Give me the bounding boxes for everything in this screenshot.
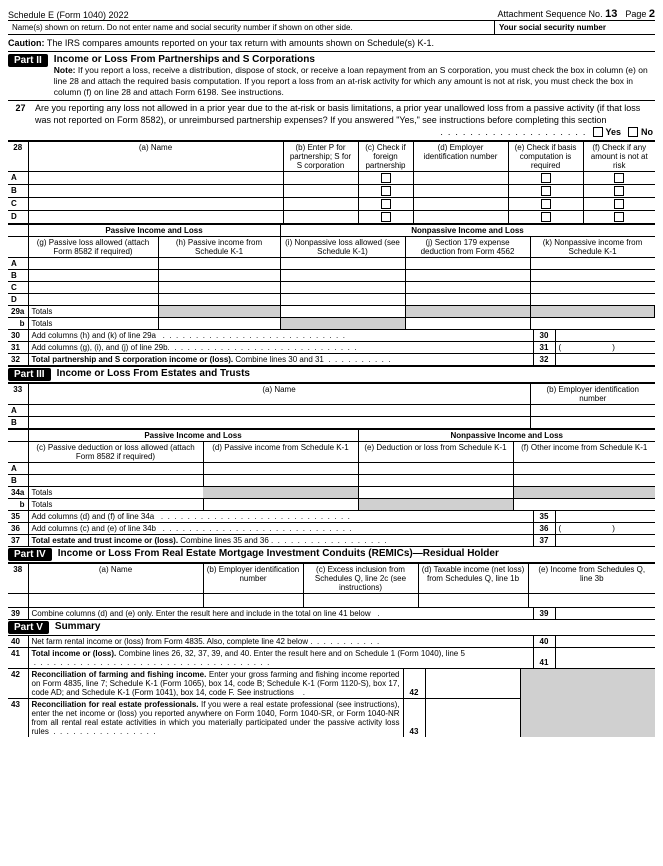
line27-yes-checkbox[interactable] <box>593 127 603 137</box>
line27-text: Are you reporting any loss not allowed i… <box>33 101 655 140</box>
line39: 39Combine columns (d) and (e) only. Ente… <box>8 608 655 620</box>
form-title: Schedule E (Form 1040) 2022 <box>8 10 498 20</box>
col-f-hdr: (f) Check if any amount is not at risk <box>583 142 655 172</box>
t28-a-c[interactable] <box>381 173 391 183</box>
part5-tag: Part V <box>8 621 49 634</box>
col-g: (g) Passive loss allowed (attach Form 85… <box>28 237 158 258</box>
t28-a-name[interactable] <box>28 172 283 185</box>
col-b-hdr: (b) Enter P for partnership; S for S cor… <box>283 142 358 172</box>
col-k: (k) Nonpassive income from Schedule K-1 <box>530 237 655 258</box>
part3-title: Income or Loss From Estates and Trusts <box>57 368 250 381</box>
line27-num: 27 <box>8 101 33 115</box>
page-num: Page 2 <box>625 8 655 20</box>
part5-title: Summary <box>55 621 101 634</box>
part3-tag: Part III <box>8 368 51 381</box>
t28-a-f[interactable] <box>614 173 624 183</box>
lines42-43: 42 Reconciliation of farming and fishing… <box>8 669 655 737</box>
ssn-label: Your social security number <box>495 21 655 34</box>
table33: 33(a) Name(b) Employer identification nu… <box>8 383 655 429</box>
lines40-43: 40Net farm rental income or (loss) from … <box>8 636 655 669</box>
col-i: (i) Nonpassive loss allowed (see Schedul… <box>280 237 405 258</box>
table28b: Passive Income and Loss Nonpassive Incom… <box>8 224 655 330</box>
part2-title: Income or Loss From Partnerships and S C… <box>54 54 655 65</box>
col-e-hdr: (e) Check if basis computation is requir… <box>508 142 583 172</box>
col-h: (h) Passive income from Schedule K-1 <box>158 237 280 258</box>
lines35-37: 35Add columns (d) and (f) of line 34a . … <box>8 511 655 547</box>
part2-note: Note: If you report a loss, receive a di… <box>54 65 655 98</box>
t28-a-e[interactable] <box>541 173 551 183</box>
part4-tag: Part IV <box>8 548 52 561</box>
col-j: (j) Section 179 expense deduction from F… <box>405 237 530 258</box>
line29a: 29aTotals <box>8 306 655 318</box>
passive-hdr: Passive Income and Loss <box>28 225 280 237</box>
t28-a-d[interactable] <box>413 172 508 185</box>
part2-tag: Part II <box>8 54 48 67</box>
attachment-label: Attachment Sequence No. 13 <box>498 8 626 20</box>
t28-a-b[interactable] <box>283 172 358 185</box>
caution-line: Caution: The IRS compares amounts report… <box>8 35 655 52</box>
name-field-label: Name(s) shown on return. Do not enter na… <box>8 21 495 34</box>
table38: 38(a) Name(b) Employer identification nu… <box>8 563 655 608</box>
line29b: bTotals <box>8 318 655 330</box>
col-d-hdr: (d) Employer identification number <box>413 142 508 172</box>
part4-title: Income or Loss From Real Estate Mortgage… <box>58 548 499 561</box>
lines30-32: 30Add columns (h) and (k) of line 29a . … <box>8 330 655 366</box>
line27-no-checkbox[interactable] <box>628 127 638 137</box>
table33b: Passive Income and LossNonpassive Income… <box>8 429 655 511</box>
nonpassive-hdr: Nonpassive Income and Loss <box>280 225 655 237</box>
col-c-hdr: (c) Check if foreign partnership <box>358 142 413 172</box>
table28: 28 (a) Name (b) Enter P for partnership;… <box>8 141 655 224</box>
col-a-hdr: (a) Name <box>28 142 283 172</box>
line28-num: 28 <box>8 142 28 172</box>
